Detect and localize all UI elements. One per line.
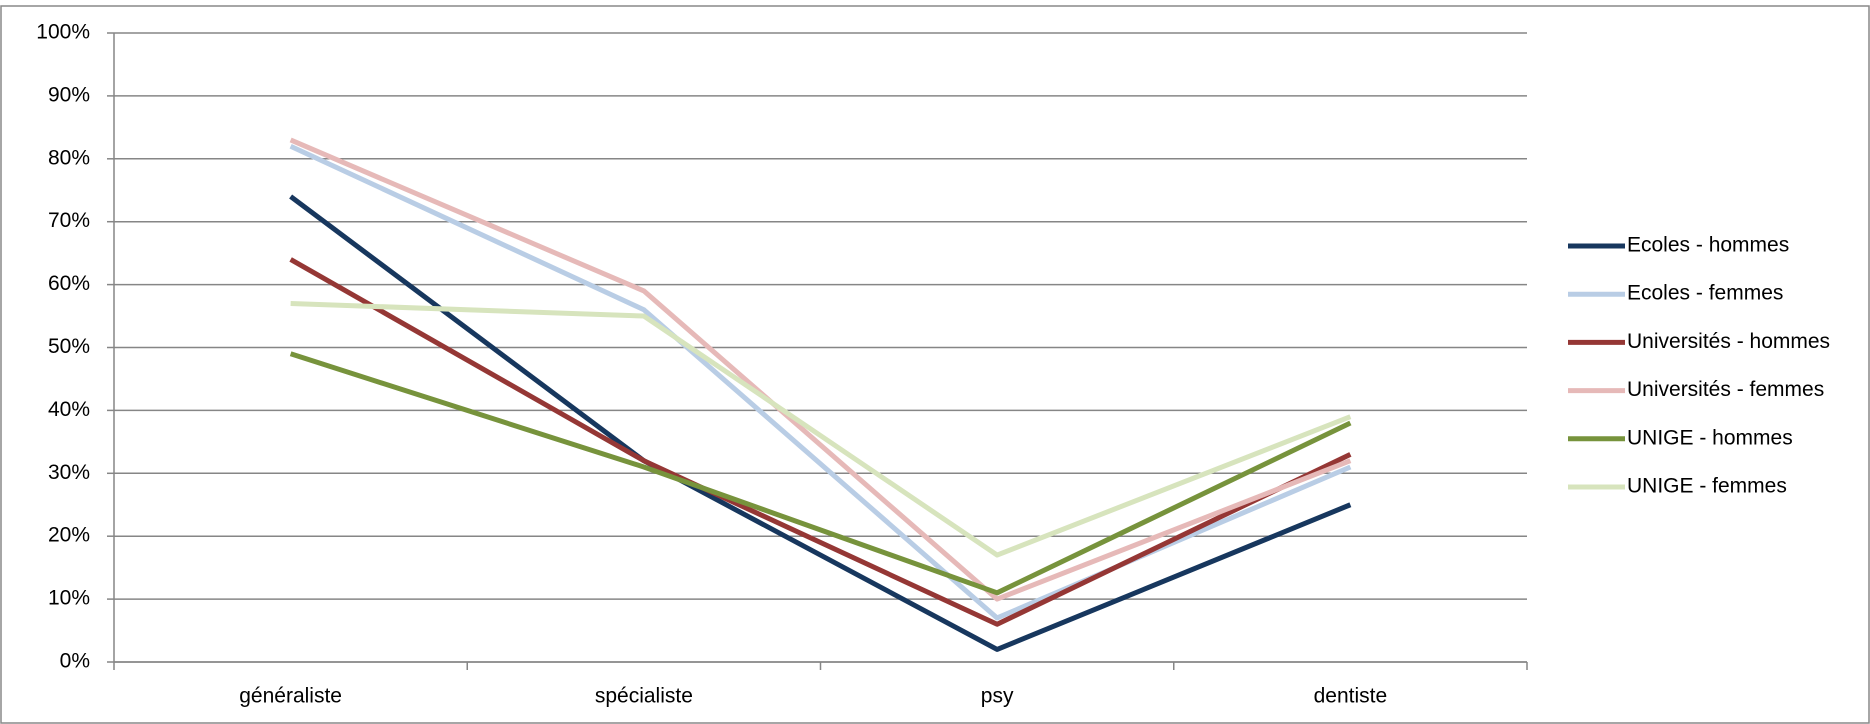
- series-line: [289, 194, 1352, 652]
- legend-label: Ecoles - femmes: [1627, 282, 1783, 305]
- x-tick-label: psy: [981, 685, 1014, 708]
- legend-label: UNIGE - hommes: [1627, 426, 1793, 449]
- legend-label: Universités - hommes: [1627, 330, 1830, 353]
- y-tick-label: 100%: [36, 21, 90, 44]
- series-line: [289, 257, 1352, 627]
- legend-label: Ecoles - hommes: [1627, 234, 1789, 257]
- chart-border: [0, 5, 1870, 724]
- y-tick-label: 50%: [48, 335, 90, 358]
- y-tick-label: 0%: [60, 650, 90, 673]
- legend-label: Universités - femmes: [1627, 378, 1824, 401]
- x-tick-label: spécialiste: [595, 685, 693, 708]
- x-tick-label: généraliste: [239, 685, 342, 708]
- y-tick-label: 70%: [48, 209, 90, 232]
- y-tick-label: 40%: [48, 398, 90, 421]
- series-line: [289, 351, 1352, 596]
- y-tick-label: 80%: [48, 146, 90, 169]
- x-tick-label: dentiste: [1314, 685, 1388, 708]
- y-tick-label: 10%: [48, 587, 90, 610]
- y-tick-label: 60%: [48, 272, 90, 295]
- y-tick-label: 90%: [48, 83, 90, 106]
- series-line: [289, 143, 1352, 621]
- y-tick-label: 30%: [48, 461, 90, 484]
- series-line: [289, 137, 1352, 602]
- series-line: [290, 300, 1352, 558]
- y-tick-label: 20%: [48, 524, 90, 547]
- legend-label: UNIGE - femmes: [1627, 475, 1787, 498]
